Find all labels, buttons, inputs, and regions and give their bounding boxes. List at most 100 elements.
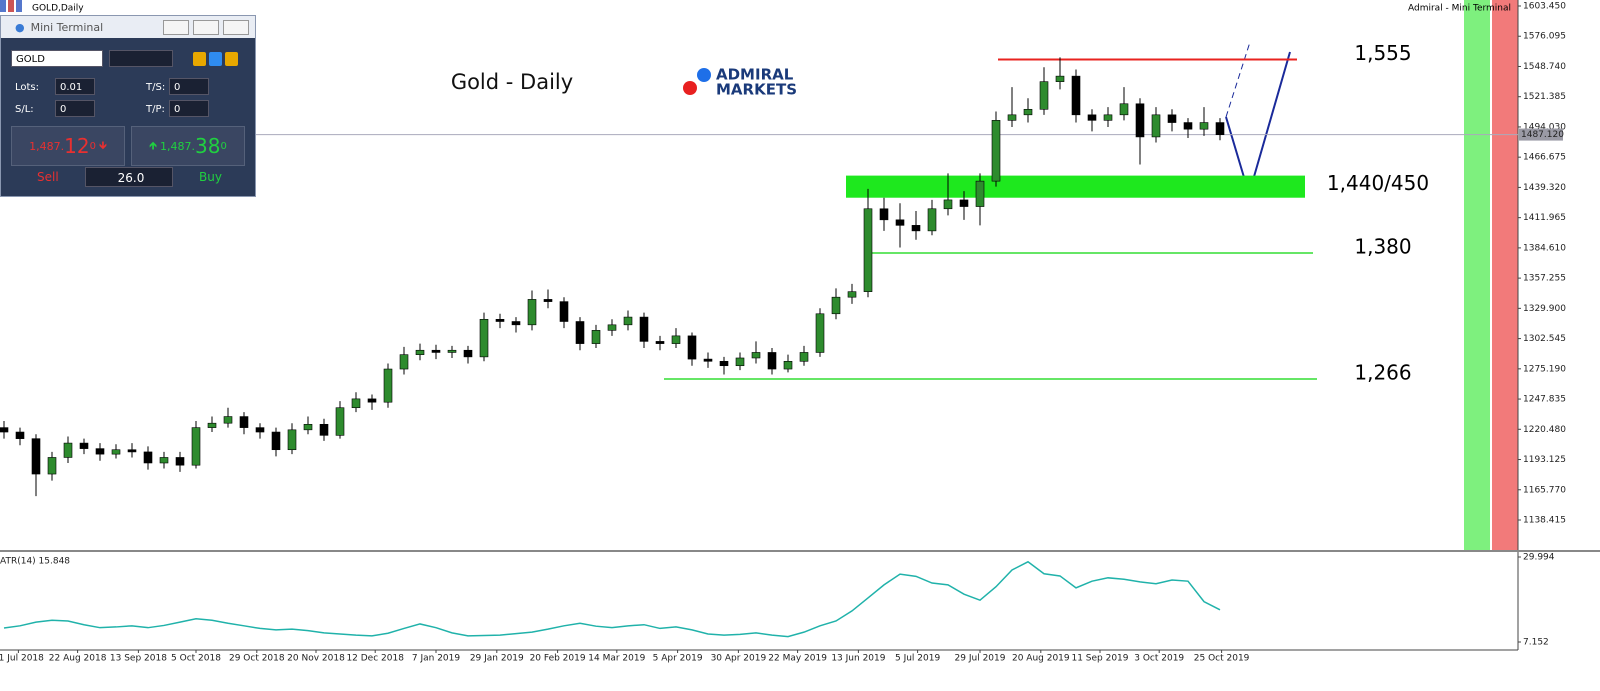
- candle-body: [735, 357, 745, 367]
- y-tick-label: 1603.450: [1523, 2, 1566, 12]
- y-tick-label: 1220.480: [1523, 425, 1566, 435]
- candle-body: [367, 398, 377, 403]
- candle-body: [431, 349, 441, 353]
- candle-body: [47, 457, 57, 475]
- ts-label: T/S:: [146, 82, 166, 93]
- minimize-button[interactable]: [163, 20, 189, 35]
- tp-input[interactable]: 0: [169, 100, 209, 117]
- candle-body: [719, 360, 729, 367]
- x-tick-label: 20 Aug 2019: [1012, 654, 1070, 664]
- lots-label: Lots:: [15, 82, 40, 93]
- candle-body: [303, 423, 313, 431]
- candle-body: [847, 291, 857, 298]
- x-tick-label: 7 Jan 2019: [412, 654, 460, 664]
- sl-input[interactable]: 0: [55, 100, 95, 117]
- candle-body: [399, 354, 409, 370]
- candle-body: [959, 199, 969, 207]
- x-tick-label: 31 Jul 2018: [0, 654, 44, 664]
- sell-button[interactable]: Sell: [37, 170, 59, 184]
- candle-body: [1007, 114, 1017, 121]
- candle-body: [1087, 114, 1097, 121]
- toolbar-icon: [0, 0, 6, 12]
- candle-body: [447, 349, 457, 353]
- candle-body: [1183, 122, 1193, 130]
- candle-body: [639, 316, 649, 342]
- signal-strip-green: [1464, 0, 1490, 550]
- candle-body: [351, 398, 361, 409]
- y-tick-label: 1247.835: [1523, 395, 1566, 405]
- candle-body: [575, 321, 585, 344]
- candle-body: [0, 427, 9, 433]
- window-title: GOLD,Daily: [32, 4, 84, 14]
- candle-body: [1023, 108, 1033, 116]
- ts-input[interactable]: 0: [169, 78, 209, 95]
- maximize-button[interactable]: [193, 20, 219, 35]
- tp-label: T/P:: [146, 104, 165, 115]
- candle-body: [1055, 75, 1065, 82]
- buy-price-big: 1,487.: [160, 139, 196, 153]
- level-label: 1,266: [1354, 360, 1411, 384]
- spread: 26.0: [85, 167, 173, 187]
- candle-body: [623, 316, 633, 326]
- window-right-title: Admiral - Mini Terminal: [1408, 4, 1511, 14]
- y-tick-label: 1302.545: [1523, 334, 1566, 344]
- candle-body: [191, 427, 201, 466]
- buy-button[interactable]: Buy: [199, 170, 222, 184]
- lots-input[interactable]: 0.01: [55, 78, 95, 95]
- candle-body: [607, 324, 617, 331]
- symbol-select[interactable]: GOLD: [11, 50, 103, 67]
- candle-body: [991, 120, 1001, 182]
- sell-price[interactable]: 1,487. 12 0 🡻: [11, 126, 125, 166]
- x-tick-label: 20 Feb 2019: [530, 654, 586, 664]
- candle-body: [751, 352, 761, 359]
- candle-body: [1199, 122, 1209, 130]
- close-button[interactable]: [223, 20, 249, 35]
- atr-tick-label: 7.152: [1523, 638, 1549, 648]
- buy-price[interactable]: 🡹 1,487. 38 0: [131, 126, 245, 166]
- candle-body: [1039, 81, 1049, 110]
- x-tick-label: 25 Oct 2019: [1194, 654, 1250, 664]
- candle-body: [255, 427, 265, 433]
- terminal-icons: [193, 52, 243, 66]
- candle-body: [1215, 122, 1225, 136]
- y-tick-label: 1494.030: [1523, 122, 1566, 132]
- projection-dashed: [1225, 41, 1251, 118]
- y-tick-label: 1548.740: [1523, 62, 1566, 72]
- candle-body: [63, 442, 73, 458]
- candle-body: [335, 407, 345, 436]
- x-tick-label: 29 Jan 2019: [470, 654, 524, 664]
- candle-body: [799, 352, 809, 362]
- x-tick-label: 14 Mar 2019: [588, 654, 645, 664]
- buy-price-mid: 38: [195, 134, 221, 158]
- x-tick-label: 30 Apr 2019: [711, 654, 767, 664]
- current-price-box: [1519, 128, 1563, 141]
- x-tick-label: 20 Nov 2018: [287, 654, 345, 664]
- candle-body: [511, 321, 521, 326]
- candle-body: [415, 349, 425, 355]
- candle-body: [143, 451, 153, 464]
- atr-tick-label: 29.994: [1523, 553, 1555, 563]
- sell-price-mid: 12: [64, 134, 90, 158]
- candle-body: [127, 449, 137, 453]
- y-tick-label: 1411.965: [1523, 213, 1566, 223]
- candle-body: [15, 431, 25, 439]
- y-tick-label: 1521.385: [1523, 92, 1566, 102]
- terminal-titlebar: ● Mini Terminal: [1, 16, 255, 38]
- logo-text: MARKETS: [716, 81, 797, 99]
- level-label: 1,555: [1354, 41, 1411, 65]
- candle-body: [975, 180, 985, 207]
- candle-body: [655, 341, 665, 344]
- candle-body: [1167, 114, 1177, 123]
- sell-price-small: 0: [89, 140, 96, 152]
- x-tick-label: 11 Sep 2019: [1071, 654, 1128, 664]
- logo-text: ADMIRAL: [716, 66, 794, 84]
- candle-body: [1103, 114, 1113, 121]
- candle-body: [1135, 103, 1145, 138]
- y-tick-label: 1357.255: [1523, 274, 1566, 284]
- x-tick-label: 22 May 2019: [768, 654, 827, 664]
- x-tick-label: 29 Oct 2018: [229, 654, 285, 664]
- candle-body: [31, 438, 41, 475]
- candle-body: [1071, 75, 1081, 116]
- candle-body: [1119, 103, 1129, 116]
